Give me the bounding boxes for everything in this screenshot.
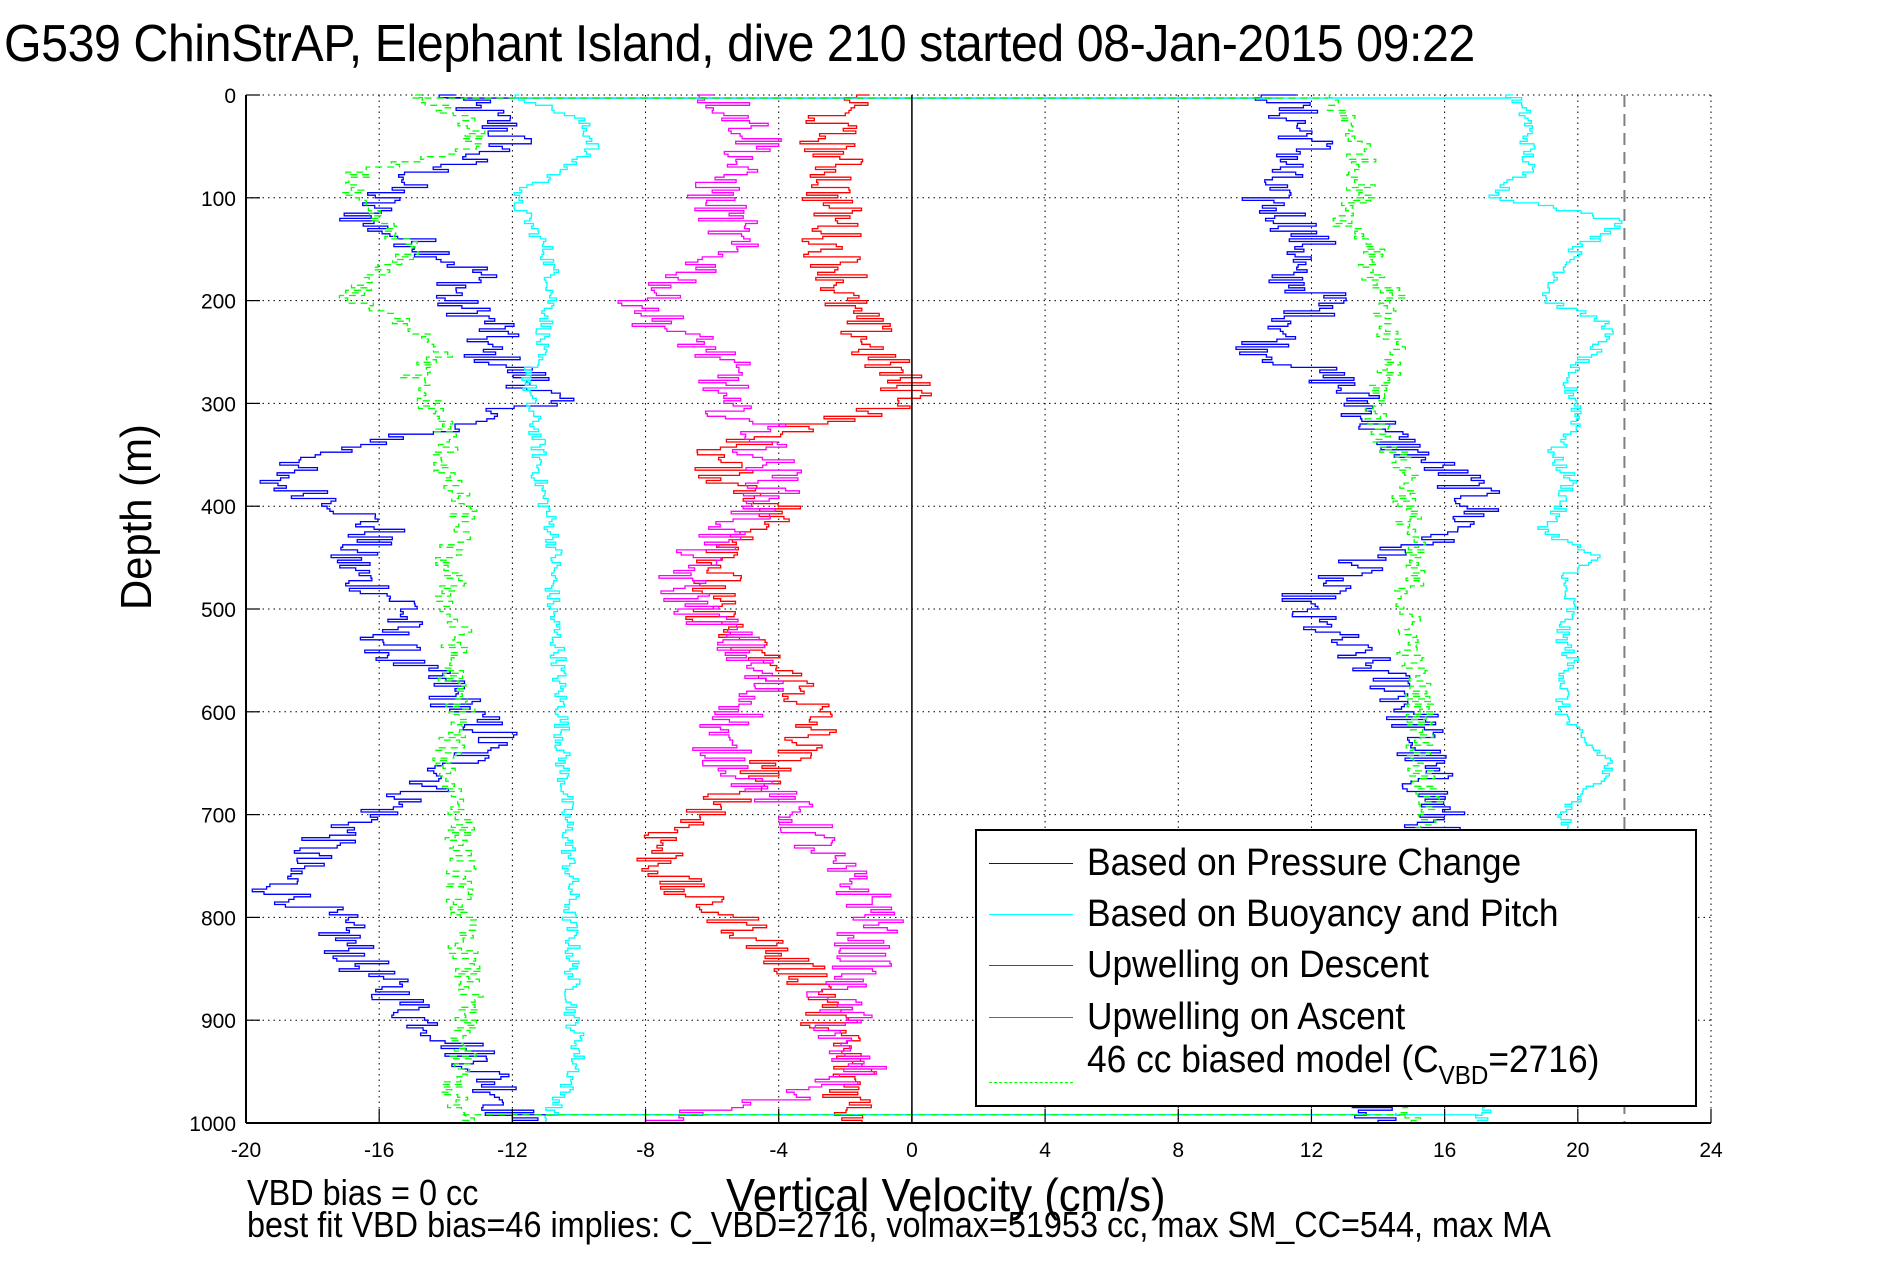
x-tick-label: 4 bbox=[1039, 1139, 1051, 1162]
y-tick-label: 300 bbox=[201, 393, 236, 416]
trace-based-on-pressure-change-descent bbox=[251, 94, 575, 1123]
y-tick-label: 600 bbox=[201, 702, 236, 725]
y-tick-label: 700 bbox=[201, 805, 236, 828]
legend-item-biased-model: 46 cc biased model (CVBD=2716) bbox=[989, 1039, 1638, 1090]
x-tick-label: 16 bbox=[1433, 1139, 1456, 1162]
y-tick-label: 500 bbox=[201, 599, 236, 622]
legend-swatch bbox=[989, 1016, 1073, 1018]
y-tick-label: 400 bbox=[201, 496, 236, 519]
x-tick-label: -20 bbox=[231, 1139, 261, 1162]
x-tick-label: -16 bbox=[364, 1139, 394, 1162]
y-tick-label: 1000 bbox=[189, 1113, 236, 1136]
y-axis-label: Depth (m) bbox=[112, 424, 161, 610]
x-tick-label: -8 bbox=[636, 1139, 655, 1162]
legend-label: Based on Buoyancy and Pitch bbox=[1087, 892, 1559, 935]
legend-item-upwelling-descent: Upwelling on Descent bbox=[989, 943, 1455, 986]
best-fit-note: best fit VBD bias=46 implies: C_VBD=2716… bbox=[247, 1204, 1551, 1245]
x-tick-label: 12 bbox=[1300, 1139, 1323, 1162]
x-tick-label: 20 bbox=[1566, 1139, 1589, 1162]
y-tick-label: 0 bbox=[224, 85, 236, 108]
legend-swatch bbox=[989, 1081, 1073, 1083]
legend-label: Upwelling on Descent bbox=[1087, 943, 1429, 986]
y-tick-label: 900 bbox=[201, 1010, 236, 1033]
trace-46-cc-biased-model-c-vbd-2716-descent bbox=[338, 94, 486, 1123]
x-tick-label: 8 bbox=[1172, 1139, 1184, 1162]
legend-item-pressure-change: Based on Pressure Change bbox=[989, 841, 1554, 884]
legend-item-upwelling-ascent: Upwelling on Ascent bbox=[989, 995, 1429, 1038]
x-tick-label: -12 bbox=[497, 1139, 527, 1162]
trace-upwelling-on-ascent-descent bbox=[617, 94, 904, 1123]
x-tick-label: -4 bbox=[769, 1139, 788, 1162]
legend-swatch bbox=[989, 913, 1073, 915]
legend-swatch bbox=[989, 964, 1073, 966]
y-tick-labels: 0 100 200 300 400 500 600 700 800 900 1000 bbox=[189, 85, 236, 1136]
vbd-bias-note: VBD bias = 0 cc bbox=[247, 1172, 479, 1213]
x-axis-label: Vertical Velocity (cm/s) bbox=[726, 1169, 1166, 1221]
x-tick-label: 24 bbox=[1699, 1139, 1723, 1162]
y-tick-label: 200 bbox=[201, 291, 236, 314]
legend-swatch bbox=[989, 862, 1073, 864]
y-tick-label: 800 bbox=[201, 907, 236, 930]
trace-based-on-buoyancy-and-pitch-descent bbox=[513, 94, 600, 1123]
x-tick-labels: -20 -16 -12 -8 -4 0 4 8 12 16 20 24 bbox=[231, 1139, 1723, 1162]
x-tick-label: 0 bbox=[906, 1139, 918, 1162]
legend-item-buoyancy-pitch: Based on Buoyancy and Pitch bbox=[989, 892, 1594, 935]
chart-title: G539 ChinStrAP, Elephant Island, dive 21… bbox=[4, 15, 1475, 73]
legend: Based on Pressure Change Based on Buoyan… bbox=[975, 829, 1697, 1107]
legend-label: Based on Pressure Change bbox=[1087, 841, 1522, 884]
y-tick-label: 100 bbox=[201, 188, 236, 211]
legend-label: 46 cc biased model (CVBD=2716) bbox=[1087, 1039, 1600, 1090]
legend-label: Upwelling on Ascent bbox=[1087, 995, 1406, 1038]
